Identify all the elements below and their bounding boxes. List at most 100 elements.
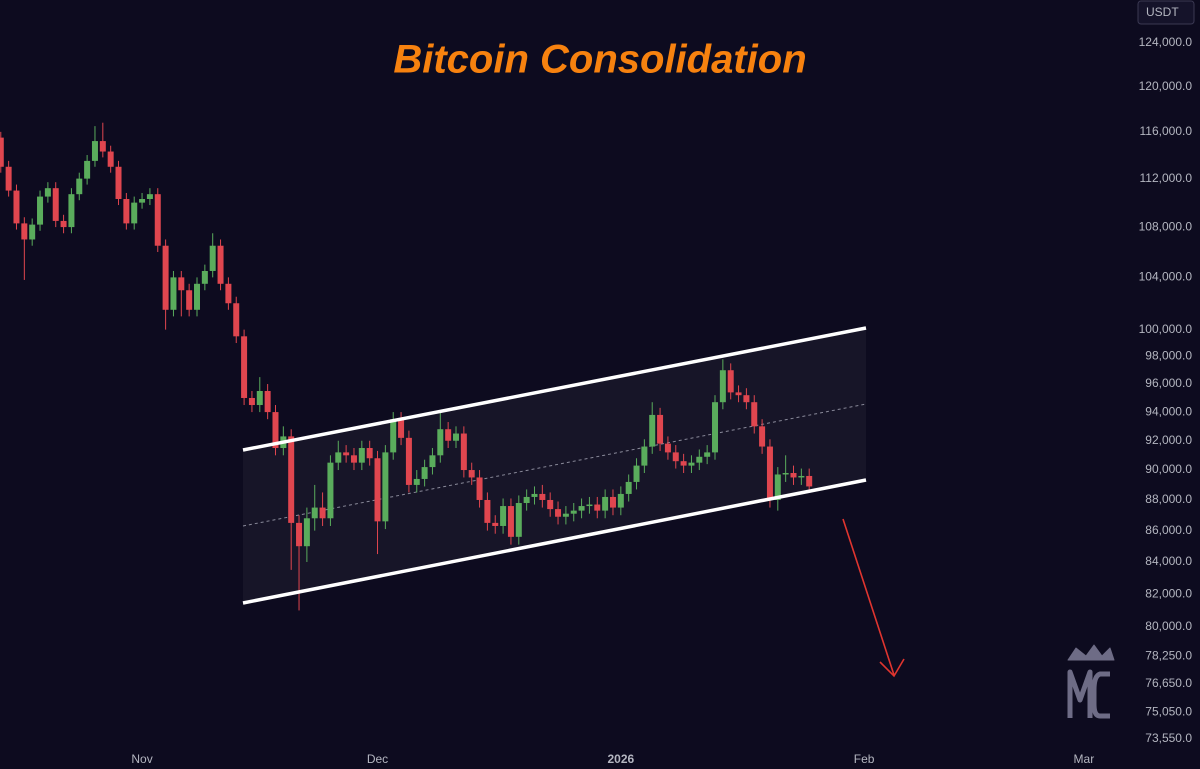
y-tick-label: 78,250.0	[1145, 649, 1192, 663]
y-tick-label: 98,000.0	[1145, 349, 1192, 363]
x-tick-label: Feb	[854, 752, 875, 766]
candle-body	[327, 462, 334, 519]
candle-body	[186, 290, 193, 310]
candle-body	[774, 474, 781, 500]
candle-body	[413, 478, 420, 485]
y-tick-label: 82,000.0	[1145, 586, 1192, 600]
candle-body	[562, 513, 569, 517]
candle-body	[586, 504, 593, 507]
candle-body	[358, 448, 365, 463]
candle-body	[602, 496, 609, 511]
x-tick-label: Nov	[131, 752, 152, 766]
arrow-shaft	[842, 518, 895, 676]
candle-body	[531, 493, 538, 497]
candle-body	[484, 499, 491, 523]
logo	[1067, 644, 1115, 719]
candle-body	[500, 506, 507, 526]
candle-body	[123, 198, 130, 224]
chart-title: Bitcoin Consolidation	[393, 38, 806, 82]
x-tick-label: Mar	[1074, 752, 1095, 766]
candle-body	[311, 507, 318, 519]
candle-body	[374, 458, 381, 522]
y-tick-label: 124,000.0	[1139, 35, 1193, 49]
channel-upper	[242, 326, 867, 452]
candle-body	[712, 402, 719, 453]
candle-body	[445, 429, 452, 441]
candle-body	[225, 283, 232, 304]
candle-body	[515, 503, 522, 537]
candle-body	[366, 448, 373, 459]
candle-body	[76, 178, 83, 195]
candle-body	[766, 446, 773, 500]
candle-body	[60, 220, 67, 228]
candle-body	[233, 303, 240, 337]
candle-body	[29, 224, 36, 240]
y-tick-label: 116,000.0	[1140, 124, 1193, 138]
candle-body	[288, 436, 295, 523]
candle-body	[21, 223, 28, 240]
candle-body	[790, 473, 797, 478]
y-tick-label: 90,000.0	[1145, 462, 1192, 476]
candle-body	[523, 496, 530, 504]
logo-crown	[1067, 644, 1115, 661]
candle-body	[139, 198, 146, 203]
candle-body	[303, 518, 310, 547]
y-tick-label: 108,000.0	[1139, 219, 1193, 233]
candle-body	[751, 402, 758, 427]
y-tick-label: 112,000.0	[1140, 171, 1193, 185]
candle-body	[649, 414, 656, 447]
candle-body	[759, 426, 766, 447]
candles	[0, 122, 813, 611]
logo-c	[1091, 671, 1110, 719]
candle-body	[468, 470, 475, 478]
y-tick-label: 75,050.0	[1145, 704, 1192, 718]
candle-body	[594, 504, 601, 511]
candle-body	[5, 166, 12, 191]
candle-body	[398, 419, 405, 438]
candle-body	[68, 194, 75, 228]
y-tick-label: 94,000.0	[1145, 404, 1192, 418]
candle-body	[115, 166, 122, 199]
candle-body	[429, 455, 436, 468]
x-tick-label: 2026	[607, 752, 634, 766]
candle-body	[547, 499, 554, 510]
y-tick-label: 96,000.0	[1145, 376, 1192, 390]
candle-body	[52, 188, 59, 221]
candle-body	[609, 496, 616, 508]
candle-body	[727, 370, 734, 393]
candle-body	[154, 194, 161, 246]
candle-body	[382, 452, 389, 522]
candle-body	[84, 160, 91, 179]
candle-body	[625, 481, 632, 494]
candle-body	[241, 336, 248, 398]
y-tick-label: 80,000.0	[1145, 619, 1192, 633]
candle-body	[0, 137, 4, 167]
candle-body	[194, 283, 201, 310]
candle-body	[633, 465, 640, 482]
candle-body	[782, 473, 789, 475]
candle-body	[264, 390, 271, 413]
channel-lower	[242, 478, 867, 605]
candle-body	[201, 270, 208, 284]
candle-body	[170, 277, 177, 310]
candle-body	[664, 443, 671, 453]
candle-body	[672, 452, 679, 462]
candle-body	[743, 395, 750, 403]
candle-body	[453, 433, 460, 441]
candle-body	[617, 493, 624, 508]
candle-body	[476, 477, 483, 500]
x-tick-label: Dec	[367, 752, 388, 766]
candle-body	[719, 370, 726, 403]
candle-body	[578, 506, 585, 511]
y-tick-label: 84,000.0	[1145, 554, 1192, 568]
candle-body	[162, 245, 169, 310]
candle-body	[460, 433, 467, 471]
candle-body	[390, 419, 397, 453]
y-tick-label: 104,000.0	[1139, 270, 1193, 284]
candle-body	[680, 461, 687, 466]
candle-body	[641, 446, 648, 466]
candle-body	[256, 390, 263, 406]
candle-body	[437, 429, 444, 456]
